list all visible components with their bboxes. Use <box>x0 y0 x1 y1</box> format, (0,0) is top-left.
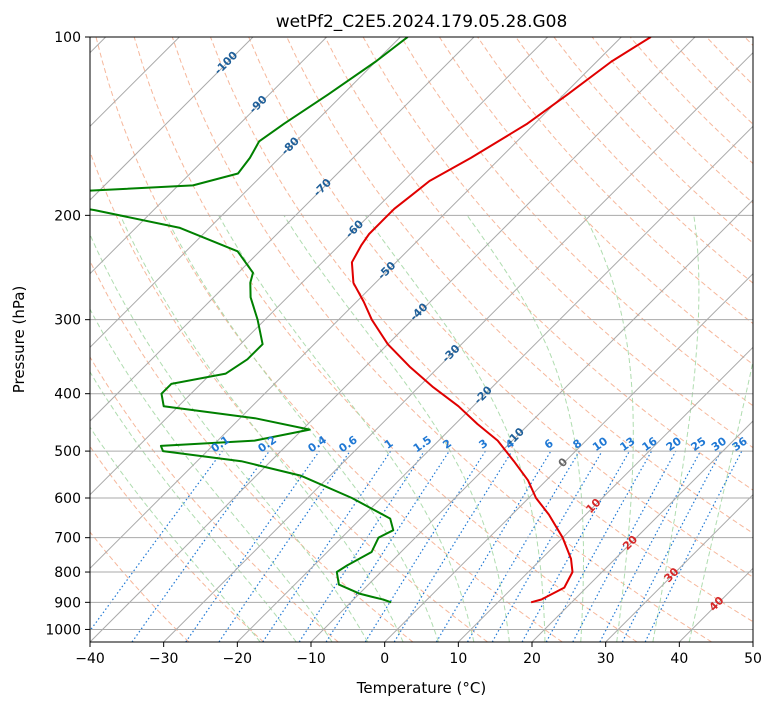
dry-adiabat-line <box>324 37 753 491</box>
chart-title: wetPf2_C2E5.2024.179.05.28.G08 <box>276 12 568 32</box>
dewpoint-profile-line <box>90 37 409 604</box>
mixing-ratio-line <box>545 450 653 642</box>
moist-adiabat-line <box>90 426 261 642</box>
temperature-profile-line <box>350 37 652 604</box>
y-axis-label: Pressure (hPa) <box>10 286 28 394</box>
mixing-ratio-line <box>572 450 677 642</box>
mixing-ratio-line <box>393 450 513 642</box>
y-tick-label: 200 <box>54 208 81 224</box>
moist-adiabat-line <box>652 215 700 642</box>
mixing-ratio-line <box>218 450 351 642</box>
isotherm-line <box>384 272 753 642</box>
isotherm-line <box>236 125 753 642</box>
dry-adiabat-line <box>210 37 753 623</box>
mixing-ratio-line <box>521 450 631 642</box>
moist-adiabats <box>90 215 753 642</box>
plot-frame <box>89 36 754 643</box>
dry-adiabat-line <box>171 37 712 642</box>
mixing-ratio-line <box>262 450 392 642</box>
moist-adiabat-line <box>119 215 404 642</box>
sounding-profiles <box>90 37 652 604</box>
y-tick-label: 800 <box>54 565 81 581</box>
x-tick-label: 10 <box>449 651 467 667</box>
x-tick-label: −30 <box>149 651 179 667</box>
y-tick-label: 100 <box>54 30 81 46</box>
isotherm-line <box>90 37 696 642</box>
x-axis-label: Temperature (°C) <box>356 679 486 697</box>
y-tick-label: 1000 <box>45 622 81 638</box>
isotherm-line <box>90 37 328 275</box>
moist-adiabat-line <box>688 359 753 642</box>
dry-adiabat-line <box>400 37 753 407</box>
mixing-ratio-line <box>131 450 270 642</box>
moist-adiabat-line <box>583 215 634 642</box>
dry-adiabat-line <box>248 37 753 578</box>
dry-adiabat-line <box>438 37 753 366</box>
isotherm-line <box>90 37 254 201</box>
pressure-gridlines <box>90 37 753 630</box>
y-tick-label: 900 <box>54 595 81 611</box>
y-tick-label: 400 <box>54 387 81 403</box>
dry-adiabat-line <box>90 150 488 642</box>
moist-adiabat-line <box>90 370 297 642</box>
isotherm-line <box>90 37 401 349</box>
x-tick-label: −40 <box>75 651 105 667</box>
dry-adiabat-line <box>90 445 264 642</box>
y-tick-label: 700 <box>54 531 81 547</box>
mixing-ratio-line <box>644 450 743 642</box>
mixing-ratio-line <box>185 450 320 642</box>
dry-adiabat-line <box>90 356 339 642</box>
isotherm-line <box>163 51 753 642</box>
isotherm-line <box>531 420 753 642</box>
moist-adiabat-line <box>90 233 369 642</box>
y-tick-label: 600 <box>54 491 81 507</box>
mixing-ratio-line <box>325 450 450 642</box>
y-tick-label: 500 <box>54 444 81 460</box>
isotherm-line <box>90 37 622 570</box>
mixing-ratio-line <box>90 450 223 632</box>
isotherm-line <box>457 346 753 642</box>
dry-adiabat-line <box>95 37 563 642</box>
x-axis-ticks: −40 −30 −20 −10 0 10 20 30 40 50 <box>75 642 762 667</box>
dry-adiabat-line <box>90 531 190 642</box>
x-tick-label: 50 <box>744 651 762 667</box>
moist-adiabat-line <box>364 215 546 642</box>
isotherm-line <box>605 493 753 642</box>
isotherm-line <box>310 199 753 642</box>
y-tick-label: 300 <box>54 313 81 329</box>
moist-adiabat-line <box>283 215 510 642</box>
isotherm-line <box>90 37 549 496</box>
x-tick-label: 30 <box>597 651 615 667</box>
isotherm-line <box>90 37 475 422</box>
x-tick-label: 40 <box>670 651 688 667</box>
skewed-isotherms <box>90 37 753 642</box>
x-tick-label: 20 <box>523 651 541 667</box>
moist-adiabat-line <box>164 215 439 642</box>
y-axis-ticks: 100 200 300 400 500 600 700 800 900 1000 <box>45 30 90 638</box>
x-tick-label: −10 <box>296 651 326 667</box>
x-tick-label: 0 <box>380 651 389 667</box>
dry-adiabat-line <box>515 37 753 284</box>
x-tick-label: −20 <box>223 651 253 667</box>
